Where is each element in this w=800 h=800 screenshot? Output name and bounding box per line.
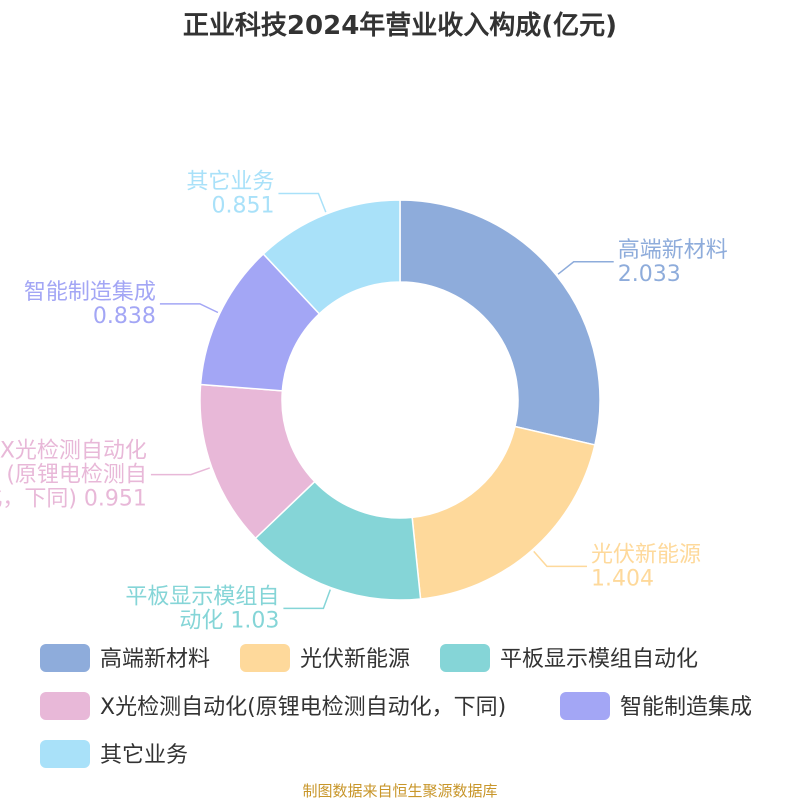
slices <box>199 199 601 601</box>
chart-title: 正业科技2024年营业收入构成(亿元) <box>183 10 617 41</box>
leader-line <box>150 467 211 476</box>
legend-label: 其它业务 <box>100 743 188 768</box>
legend-label: 平板显示模组自动化 <box>500 647 698 672</box>
slice-label: 化，下同) 0.951 <box>0 487 147 512</box>
slice-label: 0.838 <box>93 304 156 329</box>
slice-label: 智能制造集成 <box>24 280 156 305</box>
slice-label: 其它业务 <box>186 170 274 195</box>
legend-label: 光伏新能源 <box>300 647 410 672</box>
slice-label: 光伏新能源 <box>591 542 701 567</box>
slice-label: X光检测自动化 <box>0 439 147 464</box>
legend-swatch <box>40 644 90 672</box>
leader-line <box>557 261 614 275</box>
pie-slice <box>411 425 596 600</box>
leader-line <box>533 550 587 568</box>
leader-line <box>278 192 327 213</box>
legend-label: 高端新材料 <box>100 647 210 672</box>
legend-swatch <box>440 644 490 672</box>
legend-swatch <box>40 740 90 768</box>
pie-slice <box>399 199 601 446</box>
slice-label: 0.851 <box>211 194 274 219</box>
legend-swatch <box>560 692 610 720</box>
legend-swatch <box>240 644 290 672</box>
legend: 高端新材料 光伏新能源 平板显示模组自动化 X光检测自动化(原锂电检测自动化，下同) 智… <box>40 644 752 768</box>
slice-label: (原锂电检测自 <box>6 463 147 488</box>
source-note: 制图数据来自恒生聚源数据库 <box>302 782 497 800</box>
legend-label: X光检测自动化(原锂电检测自动化，下同) <box>100 695 506 720</box>
slice-label: 2.033 <box>618 262 681 287</box>
pie-slice <box>262 199 401 315</box>
leader-line <box>159 303 219 314</box>
legend-label: 智能制造集成 <box>620 695 752 720</box>
slice-label: 动化 1.03 <box>179 608 279 633</box>
legend-swatch <box>40 692 90 720</box>
slice-label: 高端新材料 <box>618 238 728 263</box>
leader-line <box>283 589 332 610</box>
slice-label: 平板显示模组自 <box>125 584 279 609</box>
slice-label: 1.404 <box>591 566 654 591</box>
